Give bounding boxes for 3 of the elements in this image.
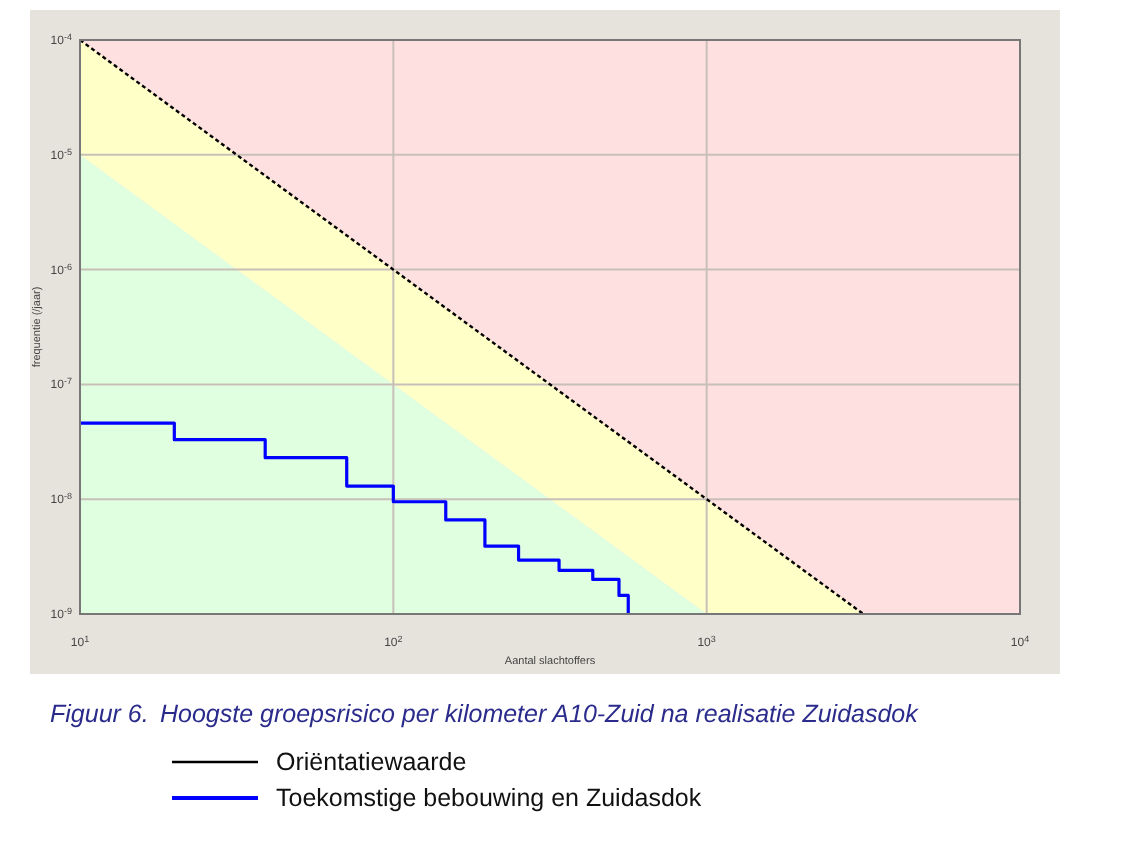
legend-label: Oriëntatiewaarde — [276, 748, 467, 776]
legend-label: Toekomstige bebouwing en Zuidasdok — [276, 784, 703, 812]
text: Figuur 6. Hoogste groepsrisico per kilometer A10-Zuid na realisatie Zuidasdok — [50, 700, 920, 728]
